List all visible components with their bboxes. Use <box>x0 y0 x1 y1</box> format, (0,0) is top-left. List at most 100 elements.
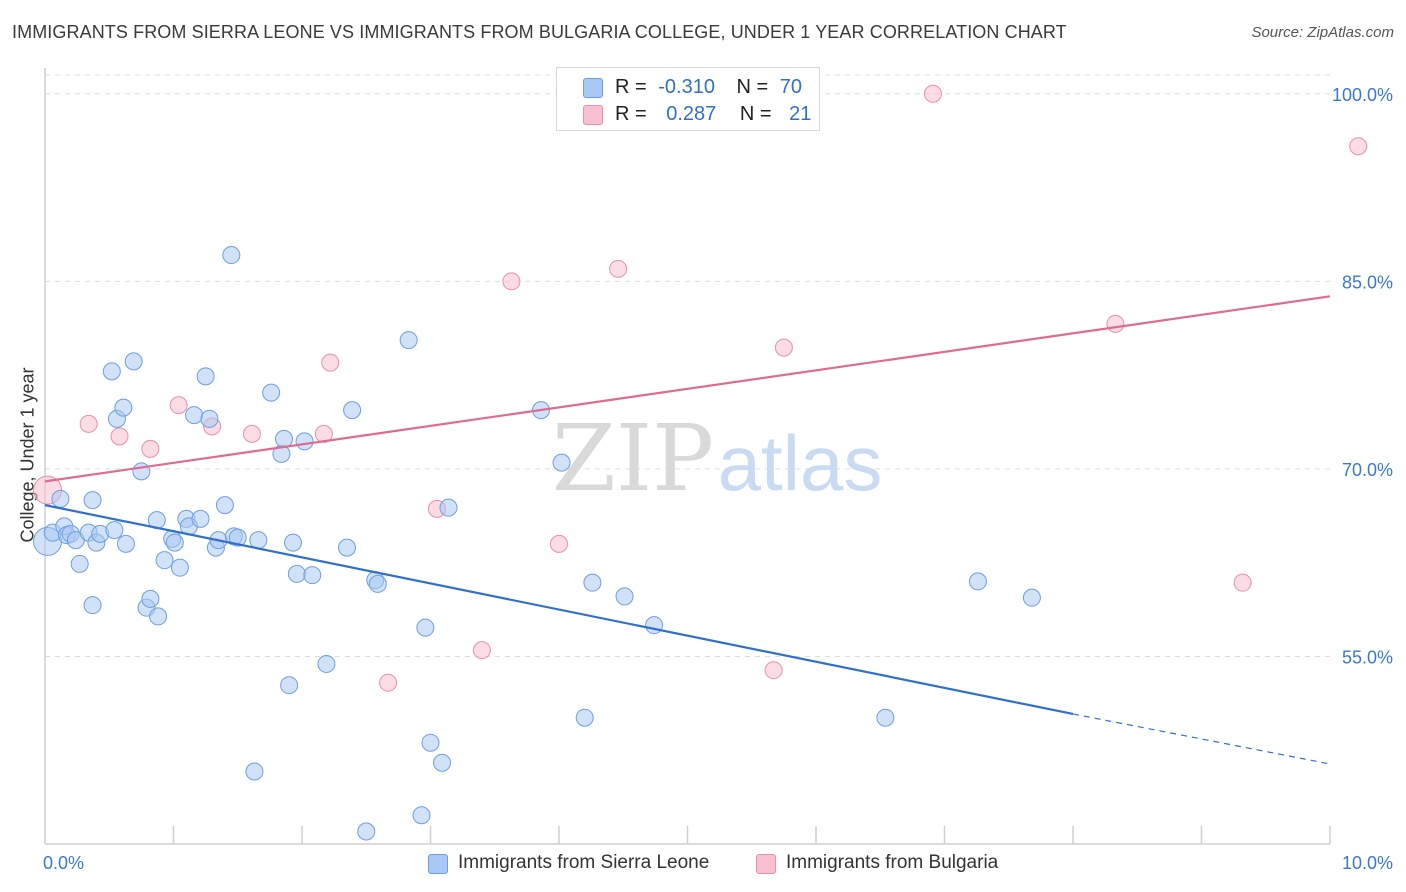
bulgaria-point <box>774 338 793 357</box>
sierra-leone-point <box>155 551 174 570</box>
sierra-leone-point <box>262 383 281 402</box>
sierra-leone-point <box>170 558 189 577</box>
sierra-leone-point <box>70 554 89 573</box>
sierra-leone-point <box>337 538 356 557</box>
legend-n-label: N = <box>736 76 769 98</box>
sierra-leone-point <box>280 676 299 695</box>
sierra-leone-point <box>132 462 151 481</box>
legend-row-sierra: R = -0.310 N = 70 <box>557 74 819 100</box>
sierra-leone-point <box>222 246 241 265</box>
bulgaria-point <box>472 641 491 660</box>
bulgaria-point <box>550 534 568 553</box>
chart-title: IMMIGRANTS FROM SIERRA LEONE VS IMMIGRAN… <box>12 22 1067 42</box>
y-tick-label: 100.0% <box>1332 85 1393 105</box>
sierra-leone-point <box>51 489 70 508</box>
legend-n-value: 70 <box>779 76 803 98</box>
legend-n-label: N = <box>739 103 772 125</box>
sierra-leone-point <box>295 432 314 451</box>
bottom-legend-label-sierra: Immigrants from Sierra Leone <box>458 852 710 873</box>
legend-r-label: R = <box>615 76 647 98</box>
sierra-leone-point <box>343 401 362 420</box>
tick-labels: 100.0% 85.0% 70.0% 55.0% 0.0% 10.0% <box>43 85 1393 873</box>
bulgaria-trend-line <box>44 295 1331 483</box>
bulgaria-point <box>379 673 398 692</box>
legend-swatch-bulgaria <box>583 105 603 125</box>
y-tick-label: 70.0% <box>1342 460 1393 480</box>
gridlines <box>45 74 1330 657</box>
sierra-leone-point <box>149 607 168 626</box>
legend-n-value: 21 <box>789 103 812 125</box>
bulgaria-point <box>764 661 783 680</box>
sierra-leone-point <box>615 587 634 606</box>
stats-legend: R = -0.310 N = 70 R = 0.287 N = 21 <box>556 67 820 131</box>
sierra-leone-point <box>83 491 102 510</box>
bulgaria-point <box>1233 573 1252 592</box>
sierra-leone-point <box>416 618 435 637</box>
bulgaria-point <box>502 272 521 291</box>
sierra-leone-point <box>249 531 268 550</box>
bulgaria-point <box>79 414 98 433</box>
sierra-leone-trend-line <box>44 504 1074 716</box>
legend-swatch-sierra <box>583 78 603 98</box>
watermark-atlas: atlas <box>718 419 883 507</box>
sierra-leone-point <box>583 573 602 592</box>
sierra-leone-point <box>368 574 387 593</box>
legend-row-bulgaria: R = 0.287 N = 21 <box>557 101 819 127</box>
sierra-leone-point <box>200 409 219 428</box>
legend-r-label: R = <box>615 103 647 125</box>
sierra-leone-point <box>114 398 133 417</box>
sierra-leone-point <box>552 453 571 472</box>
bottom-legend-swatch-sierra <box>428 854 448 874</box>
bulgaria-point <box>1349 137 1368 156</box>
x-tick-label: 0.0% <box>43 853 84 873</box>
sierra-leone-point <box>412 806 431 825</box>
sierra-leone-point <box>191 509 210 528</box>
sierra-leone-points <box>33 246 1041 841</box>
sierra-leone-point <box>439 498 458 517</box>
bulgaria-point <box>110 427 129 446</box>
bulgaria-point <box>242 424 261 443</box>
sierra-leone-point <box>185 406 204 425</box>
sierra-leone-point <box>303 566 322 585</box>
sierra-leone-point <box>357 822 376 841</box>
sierra-leone-point <box>165 533 184 552</box>
legend-r-value: 0.287 <box>666 103 717 125</box>
sierra-leone-point <box>141 589 160 608</box>
sierra-leone-point <box>284 533 303 552</box>
bulgaria-point <box>141 439 160 458</box>
bulgaria-points <box>33 84 1368 692</box>
sierra-leone-point <box>421 733 440 752</box>
axes <box>44 68 1331 845</box>
sierra-leone-point <box>317 654 336 673</box>
watermark: ZIP atlas <box>552 405 882 512</box>
source-credit: Source: ZipAtlas.com <box>1251 24 1394 41</box>
x-tick-label: 10.0% <box>1342 853 1393 873</box>
sierra-leone-point <box>116 534 135 553</box>
sierra-leone-point <box>399 331 418 350</box>
bottom-legend-label-bulgaria: Immigrants from Bulgaria <box>786 852 999 873</box>
sierra-leone-point <box>433 753 452 772</box>
bulgaria-point <box>314 424 333 443</box>
sierra-leone-point <box>124 352 143 371</box>
sierra-leone-point <box>968 572 987 591</box>
bulgaria-point <box>923 84 942 103</box>
sierra-leone-point <box>275 429 294 448</box>
legend-r-value: -0.310 <box>658 76 715 98</box>
trend-lines <box>44 295 1331 765</box>
sierra-leone-point <box>287 564 306 583</box>
y-tick-label: 55.0% <box>1342 647 1393 667</box>
sierra-leone-point <box>215 496 234 515</box>
sierra-leone-point <box>102 362 121 381</box>
bulgaria-point <box>169 396 188 415</box>
sierra-leone-point <box>1022 588 1041 607</box>
bottom-legend-swatch-bulgaria <box>756 854 776 874</box>
sierra-leone-point <box>83 596 102 615</box>
watermark-zip: ZIP <box>552 405 714 512</box>
sierra-leone-point <box>105 521 124 540</box>
sierra-leone-point <box>196 367 215 386</box>
bulgaria-point <box>1106 314 1125 333</box>
bulgaria-point <box>609 259 628 278</box>
y-tick-label: 85.0% <box>1342 272 1393 292</box>
bulgaria-point <box>321 353 340 372</box>
